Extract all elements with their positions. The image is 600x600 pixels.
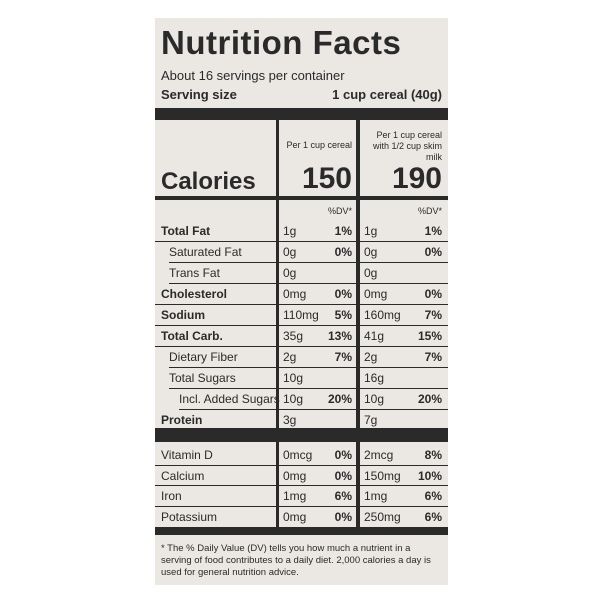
nutrient-name: Total Fat xyxy=(161,224,211,238)
amount: 2mcg xyxy=(364,448,394,462)
row-rule xyxy=(169,262,448,263)
amount: 41g xyxy=(364,329,385,343)
row-rule xyxy=(169,388,448,389)
amount: 0g xyxy=(364,245,378,259)
servings: About 16 servings per container xyxy=(161,68,345,83)
nutrient-name: Incl. Added Sugars xyxy=(179,392,280,406)
nutrient-name: Saturated Fat xyxy=(169,245,242,259)
nutrient-name: Sodium xyxy=(161,308,205,322)
amount: 3g xyxy=(283,413,297,427)
daily-value: 20% xyxy=(327,392,352,406)
daily-value: 6% xyxy=(424,489,442,503)
amount: 10g xyxy=(283,371,304,385)
amount: 0mg xyxy=(364,287,388,301)
daily-value: 1% xyxy=(334,224,352,238)
amount: 0mg xyxy=(283,287,307,301)
daily-value: 13% xyxy=(327,329,352,343)
column-rule xyxy=(356,120,360,527)
amount: 0mg xyxy=(283,468,307,483)
daily-value: 5% xyxy=(334,308,352,322)
thick-rule xyxy=(155,108,448,120)
nutrient-name: Dietary Fiber xyxy=(169,350,238,364)
serving-size-label: Serving size xyxy=(161,87,237,102)
nutrition-label: Nutrition Facts About 16 servings per co… xyxy=(155,18,448,585)
daily-value: 7% xyxy=(334,350,352,364)
amount: 110mg xyxy=(283,308,319,322)
column-header: Per 1 cup cereal xyxy=(286,140,352,150)
nutrient-name: Calcium xyxy=(161,468,205,483)
amount: 10g xyxy=(364,392,385,406)
thick-rule xyxy=(155,428,448,442)
title: Nutrition Facts xyxy=(161,24,402,61)
daily-value: 0% xyxy=(424,287,442,301)
nutrient-name: Cholesterol xyxy=(161,287,228,301)
amount: 0g xyxy=(283,245,297,259)
daily-value: 15% xyxy=(417,329,442,343)
row-rule xyxy=(155,485,448,486)
daily-value: 1% xyxy=(424,224,442,238)
amount: 7g xyxy=(364,413,378,427)
footnote: * The % Daily Value (DV) tells you how m… xyxy=(161,543,431,578)
amount: 0g xyxy=(364,266,378,280)
nutrient-name: Iron xyxy=(161,489,182,503)
amount: 250mg xyxy=(364,509,401,524)
daily-value: 7% xyxy=(424,350,442,364)
amount: 10g xyxy=(283,392,304,406)
column-rule xyxy=(276,120,279,527)
nutrient-name: Total Carb. xyxy=(161,329,223,343)
amount: 2g xyxy=(283,350,297,364)
nutrient-name: Potassium xyxy=(161,509,218,524)
daily-value: 7% xyxy=(424,308,442,322)
amount: 1mg xyxy=(364,489,388,503)
row-rule xyxy=(155,241,448,242)
thick-rule xyxy=(155,527,448,535)
daily-value: 20% xyxy=(417,392,442,406)
daily-value: 0% xyxy=(424,245,442,259)
nutrient-name: Trans Fat xyxy=(169,266,220,280)
daily-value: 8% xyxy=(424,448,442,462)
daily-value: 6% xyxy=(424,509,442,524)
daily-value: 0% xyxy=(334,245,352,259)
row-rule xyxy=(179,409,448,410)
daily-value: 0% xyxy=(334,509,352,524)
row-rule xyxy=(155,346,448,347)
row-rule xyxy=(155,505,448,507)
amount: 0mg xyxy=(283,509,307,524)
row-rule xyxy=(169,283,448,284)
amount: 1g xyxy=(283,224,297,238)
daily-value: 0% xyxy=(334,448,352,462)
amount: 150mg xyxy=(364,468,401,483)
daily-value: 0% xyxy=(334,287,352,301)
amount: 1g xyxy=(364,224,378,238)
daily-value: 10% xyxy=(417,468,442,483)
serving-size-value: 1 cup cereal (40g) xyxy=(332,87,442,102)
amount: 0g xyxy=(283,266,297,280)
row-rule xyxy=(155,304,448,305)
amount: 2g xyxy=(364,350,378,364)
amount: 1mg xyxy=(283,489,307,503)
calories-value: 190 xyxy=(391,162,442,195)
amount: 16g xyxy=(364,371,385,385)
nutrient-name: Total Sugars xyxy=(169,371,236,385)
amount: 35g xyxy=(283,329,304,343)
nutrient-name: Protein xyxy=(161,413,203,427)
dv-header: %DV* xyxy=(417,206,442,216)
calories-label: Calories xyxy=(161,168,256,195)
amount: 160mg xyxy=(364,308,401,322)
row-rule xyxy=(155,464,448,466)
row-rule xyxy=(155,325,448,326)
calories-value: 150 xyxy=(301,162,352,195)
column-header: Per 1 cup cereal with 1/2 cup skim milk xyxy=(372,130,442,162)
daily-value: 0% xyxy=(334,468,352,483)
rule xyxy=(155,196,448,200)
row-rule xyxy=(169,367,448,368)
amount: 0mcg xyxy=(283,448,313,462)
dv-header: %DV* xyxy=(327,206,352,216)
nutrient-name: Vitamin D xyxy=(161,448,213,462)
daily-value: 6% xyxy=(334,489,352,503)
